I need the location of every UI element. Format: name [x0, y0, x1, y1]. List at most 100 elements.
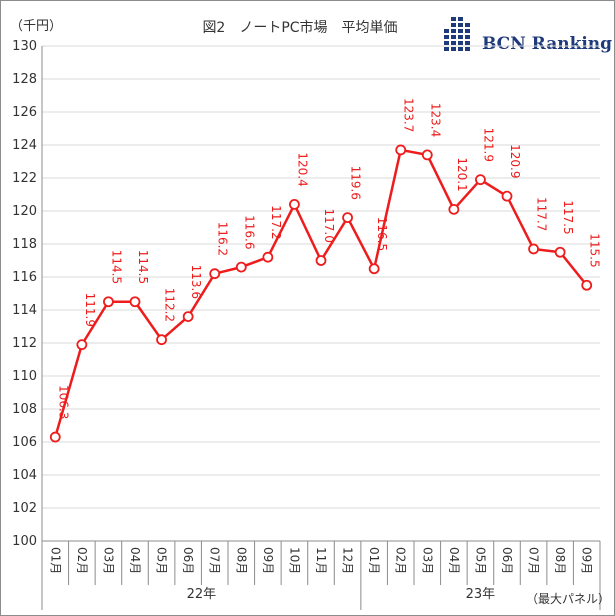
data-label: 114.5	[136, 250, 150, 284]
data-point	[49, 431, 61, 443]
logo-dot	[458, 17, 463, 21]
group-label: 23年	[466, 587, 496, 602]
y-tick-label: 116	[12, 270, 37, 285]
axes	[41, 46, 601, 610]
data-labels: 106.3 111.9 114.5 114.5 112.2 113.6 116.2 116.6…	[56, 98, 601, 419]
data-point	[156, 334, 167, 346]
logo-dot	[458, 35, 463, 39]
data-label: 117.5	[561, 200, 575, 234]
data-point	[182, 311, 194, 323]
data-label: 116.5	[375, 217, 389, 251]
data-label: 117.2	[269, 205, 283, 239]
logo-dot	[444, 29, 449, 33]
data-label: 116.6	[242, 215, 256, 249]
logo-dot	[458, 23, 463, 27]
x-tick-label: 06月	[500, 547, 514, 574]
data-label: 123.7	[402, 98, 416, 132]
bcn-ranking-logo: BCN Ranking	[444, 17, 612, 54]
logo-dot	[444, 47, 449, 51]
x-tick-label: 01月	[48, 547, 62, 574]
data-label: 111.9	[83, 293, 97, 327]
data-point	[262, 251, 274, 263]
x-tick-label: 05月	[473, 547, 487, 574]
x-tick-label: 04月	[447, 547, 461, 574]
logo-dot	[458, 29, 463, 33]
logo-dot	[451, 29, 456, 33]
y-tick-label: 110	[12, 369, 37, 384]
data-label: 117.0	[322, 209, 336, 243]
group-label: 22年	[187, 587, 217, 602]
x-tick-label: 08月	[553, 547, 567, 574]
data-point	[368, 263, 380, 275]
data-label: 114.5	[109, 250, 123, 284]
x-tick-label: 07月	[527, 547, 541, 574]
logo-dot	[458, 47, 463, 51]
data-label: 115.5	[588, 233, 602, 267]
data-point	[342, 212, 353, 224]
footnote: （最大パネル）	[526, 592, 610, 606]
y-tick-label: 114	[12, 303, 37, 318]
x-tick-label: 03月	[101, 547, 115, 574]
data-point	[501, 190, 513, 202]
y-tick-label: 118	[12, 237, 37, 252]
logo-dot	[465, 35, 470, 39]
y-tick-label: 106	[12, 435, 37, 450]
logo-dot	[451, 41, 456, 45]
logo-dot	[451, 17, 456, 21]
data-point	[475, 174, 486, 186]
y-tick-label: 100	[12, 534, 37, 549]
y-tick-label: 128	[12, 72, 37, 87]
x-tick-label: 08月	[234, 547, 248, 574]
x-tick-label: 01月	[367, 547, 381, 574]
data-label: 120.4	[295, 152, 309, 186]
data-label: 120.9	[508, 144, 522, 178]
data-label: 106.3	[56, 385, 70, 419]
data-point	[235, 261, 247, 273]
data-label: 112.2	[163, 288, 177, 322]
data-point	[289, 198, 300, 210]
x-tick-label: 05月	[155, 547, 169, 574]
logo-dot	[465, 41, 470, 45]
data-point	[421, 149, 433, 161]
y-tick-label: 112	[12, 336, 37, 351]
data-point	[581, 279, 593, 291]
y-tick-label: 124	[12, 138, 37, 153]
data-point	[448, 203, 460, 215]
y-tick-label: 104	[12, 468, 37, 483]
y-axis-ticks: 100 102 104 106 108 110 112 114 116 118 120 122 124 1…	[12, 39, 37, 549]
gridlines	[42, 45, 600, 509]
y-unit-label: （千円）	[10, 19, 62, 34]
logo-dot	[444, 35, 449, 39]
logo-dot	[458, 41, 463, 45]
y-tick-label: 108	[12, 402, 37, 417]
x-axis-group-labels: 22年 23年	[187, 587, 496, 602]
logo-dot	[465, 29, 470, 33]
x-tick-label: 02月	[75, 547, 89, 574]
data-label: 120.1	[455, 157, 469, 191]
series	[49, 144, 593, 443]
x-tick-label: 12月	[341, 547, 355, 574]
data-label: 117.7	[535, 197, 549, 231]
y-tick-label: 120	[12, 204, 37, 219]
data-point	[76, 339, 88, 351]
logo-dot	[465, 23, 470, 27]
x-axis-labels: 01月 02月 03月 04月 05月 06月 07月 08月 09月 10月 11月 12月 01月 0…	[48, 547, 593, 574]
data-label: 113.6	[189, 265, 203, 299]
x-tick-label: 09月	[580, 547, 594, 574]
data-point	[103, 296, 114, 308]
data-label: 116.2	[216, 222, 230, 256]
x-tick-label: 11月	[314, 547, 328, 574]
x-tick-label: 02月	[394, 547, 408, 574]
x-tick-label: 10月	[287, 547, 301, 574]
y-tick-label: 130	[12, 39, 37, 54]
data-point	[528, 243, 539, 255]
x-tick-label: 07月	[208, 547, 222, 574]
data-point	[395, 144, 407, 156]
x-tick-label: 06月	[181, 547, 195, 574]
logo-dot	[451, 47, 456, 51]
logo-text: BCN Ranking	[482, 34, 612, 54]
x-tick-label: 09月	[261, 547, 275, 574]
chart-title: 図2 ノートPC市場 平均単価	[202, 19, 397, 36]
data-label: 123.4	[428, 103, 442, 137]
